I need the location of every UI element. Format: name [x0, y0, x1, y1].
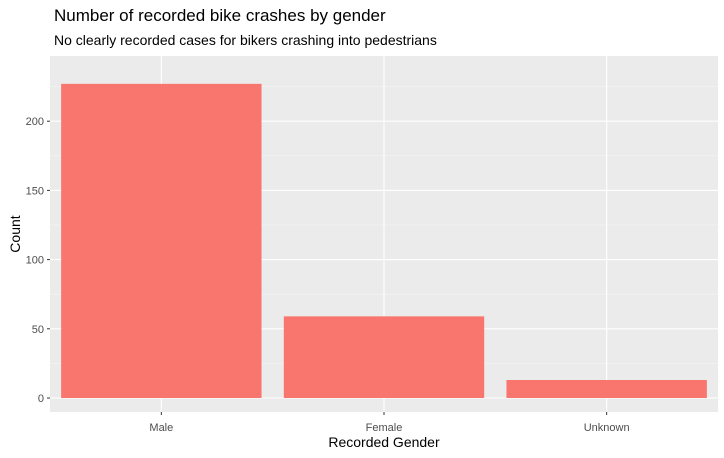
bars	[61, 83, 707, 398]
y-axis-label: Count	[7, 215, 23, 252]
bar-unknown	[506, 380, 707, 398]
x-tick-label: Unknown	[584, 422, 630, 434]
y-tick-label: 50	[32, 324, 44, 336]
x-axis-label: Recorded Gender	[328, 434, 440, 450]
x-tick-label: Female	[366, 422, 403, 434]
y-tick-label: 200	[26, 116, 44, 128]
x-axis: Male Female Unknown	[149, 412, 630, 434]
y-tick-label: 100	[26, 255, 44, 267]
chart-subtitle: No clearly recorded cases for bikers cra…	[54, 32, 437, 48]
y-axis: 0 50 100 150 200	[26, 116, 50, 405]
chart-title: Number of recorded bike crashes by gende…	[54, 6, 386, 25]
bar-female	[283, 316, 485, 398]
y-tick-label: 0	[38, 393, 44, 405]
bar-male	[61, 83, 262, 398]
y-tick-label: 150	[26, 185, 44, 197]
x-tick-label: Male	[149, 422, 173, 434]
